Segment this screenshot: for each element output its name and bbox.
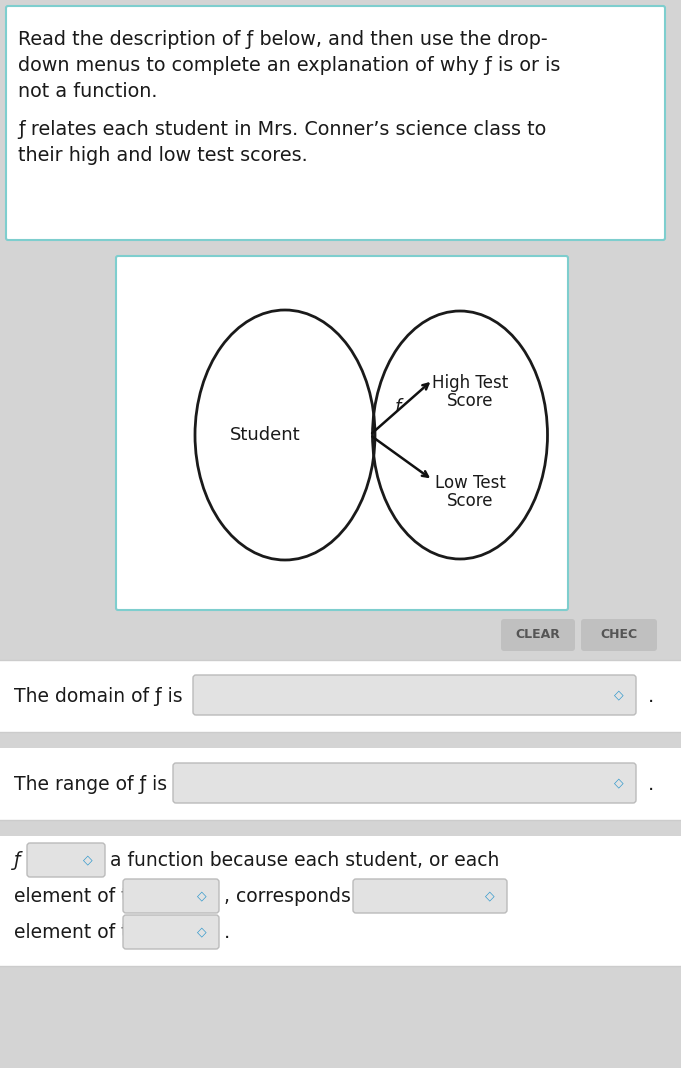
- FancyBboxPatch shape: [123, 915, 219, 949]
- Text: ◇: ◇: [197, 926, 207, 939]
- Text: The range of ƒ is: The range of ƒ is: [14, 774, 167, 794]
- FancyBboxPatch shape: [0, 660, 681, 732]
- Text: ◇: ◇: [614, 776, 624, 789]
- Text: High Test: High Test: [432, 374, 508, 392]
- FancyBboxPatch shape: [116, 256, 568, 610]
- Text: Score: Score: [447, 392, 493, 410]
- FancyBboxPatch shape: [27, 843, 105, 877]
- Text: Score: Score: [447, 492, 493, 511]
- Text: ◇: ◇: [83, 853, 93, 866]
- Text: ◇: ◇: [485, 890, 495, 902]
- Text: down menus to complete an explanation of why ƒ is or is: down menus to complete an explanation of…: [18, 56, 560, 75]
- Text: ◇: ◇: [614, 689, 624, 702]
- Text: , corresponds to: , corresponds to: [224, 886, 376, 906]
- FancyBboxPatch shape: [501, 619, 575, 651]
- Text: element of the: element of the: [14, 886, 152, 906]
- Text: .: .: [648, 687, 654, 706]
- FancyBboxPatch shape: [193, 675, 636, 714]
- Text: a function because each student, or each: a function because each student, or each: [110, 850, 499, 869]
- FancyBboxPatch shape: [173, 763, 636, 803]
- Text: CHEC: CHEC: [601, 628, 637, 642]
- Text: Student: Student: [229, 426, 300, 444]
- Text: element of the: element of the: [14, 923, 152, 942]
- FancyBboxPatch shape: [123, 879, 219, 913]
- Text: Low Test: Low Test: [434, 474, 505, 492]
- FancyBboxPatch shape: [581, 619, 657, 651]
- Text: not a function.: not a function.: [18, 82, 157, 101]
- Text: ƒ: ƒ: [14, 850, 20, 869]
- FancyBboxPatch shape: [6, 6, 665, 240]
- Text: ◇: ◇: [197, 890, 207, 902]
- Text: Read the description of ƒ below, and then use the drop-: Read the description of ƒ below, and the…: [18, 30, 548, 49]
- FancyBboxPatch shape: [0, 748, 681, 820]
- FancyBboxPatch shape: [0, 836, 681, 965]
- Text: ƒ relates each student in Mrs. Conner’s science class to: ƒ relates each student in Mrs. Conner’s …: [18, 120, 546, 139]
- Text: The domain of ƒ is: The domain of ƒ is: [14, 687, 183, 706]
- Text: .: .: [648, 774, 654, 794]
- Text: .: .: [224, 923, 230, 942]
- Text: CLEAR: CLEAR: [516, 628, 560, 642]
- Text: f: f: [395, 398, 401, 417]
- FancyBboxPatch shape: [353, 879, 507, 913]
- Text: their high and low test scores.: their high and low test scores.: [18, 146, 308, 164]
